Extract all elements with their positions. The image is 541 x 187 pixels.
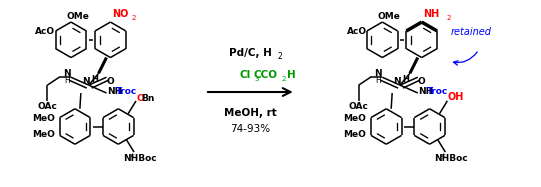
Text: H: H <box>403 75 410 84</box>
Text: Cl: Cl <box>239 70 250 80</box>
Text: 2: 2 <box>282 76 286 82</box>
Text: N: N <box>374 69 382 78</box>
Text: MeO: MeO <box>32 114 55 123</box>
Text: O: O <box>107 77 114 86</box>
Text: O: O <box>136 94 144 103</box>
Text: H: H <box>375 76 381 85</box>
Text: *: * <box>441 153 446 163</box>
Text: NO: NO <box>112 9 128 19</box>
Text: OAc: OAc <box>349 102 368 111</box>
Text: OH: OH <box>447 92 464 102</box>
Text: OMe: OMe <box>67 12 89 21</box>
Text: NHBoc: NHBoc <box>123 154 157 163</box>
Text: H: H <box>287 70 295 80</box>
Text: Troc: Troc <box>427 87 448 96</box>
Text: retained: retained <box>451 27 491 37</box>
Text: H: H <box>91 75 98 84</box>
Text: *: * <box>130 153 135 163</box>
Text: N: N <box>63 69 71 78</box>
Text: MeOH, rt: MeOH, rt <box>224 108 276 118</box>
Text: NH: NH <box>424 9 440 19</box>
Text: AcO: AcO <box>347 27 367 36</box>
Text: MeO: MeO <box>32 130 55 139</box>
Text: OAc: OAc <box>37 102 57 111</box>
Text: Pd/C, H: Pd/C, H <box>229 48 272 58</box>
Text: 2: 2 <box>132 15 136 21</box>
Text: Bn: Bn <box>141 94 155 103</box>
Text: OMe: OMe <box>378 12 401 21</box>
Text: N: N <box>82 77 90 86</box>
Text: NH: NH <box>107 87 122 96</box>
Text: MeO: MeO <box>344 114 366 123</box>
Text: CCO: CCO <box>253 70 277 80</box>
Text: NH: NH <box>418 87 433 96</box>
Text: H: H <box>64 76 70 85</box>
Text: N: N <box>393 77 401 86</box>
Text: NHBoc: NHBoc <box>434 154 468 163</box>
Text: AcO: AcO <box>35 27 56 36</box>
Text: 2: 2 <box>446 15 451 21</box>
Text: MeO: MeO <box>344 130 366 139</box>
Text: Troc: Troc <box>116 87 137 96</box>
FancyArrowPatch shape <box>453 52 477 65</box>
Text: 3: 3 <box>254 76 259 82</box>
Text: 2: 2 <box>278 52 282 61</box>
Text: O: O <box>418 77 426 86</box>
Text: 74-93%: 74-93% <box>230 125 270 134</box>
